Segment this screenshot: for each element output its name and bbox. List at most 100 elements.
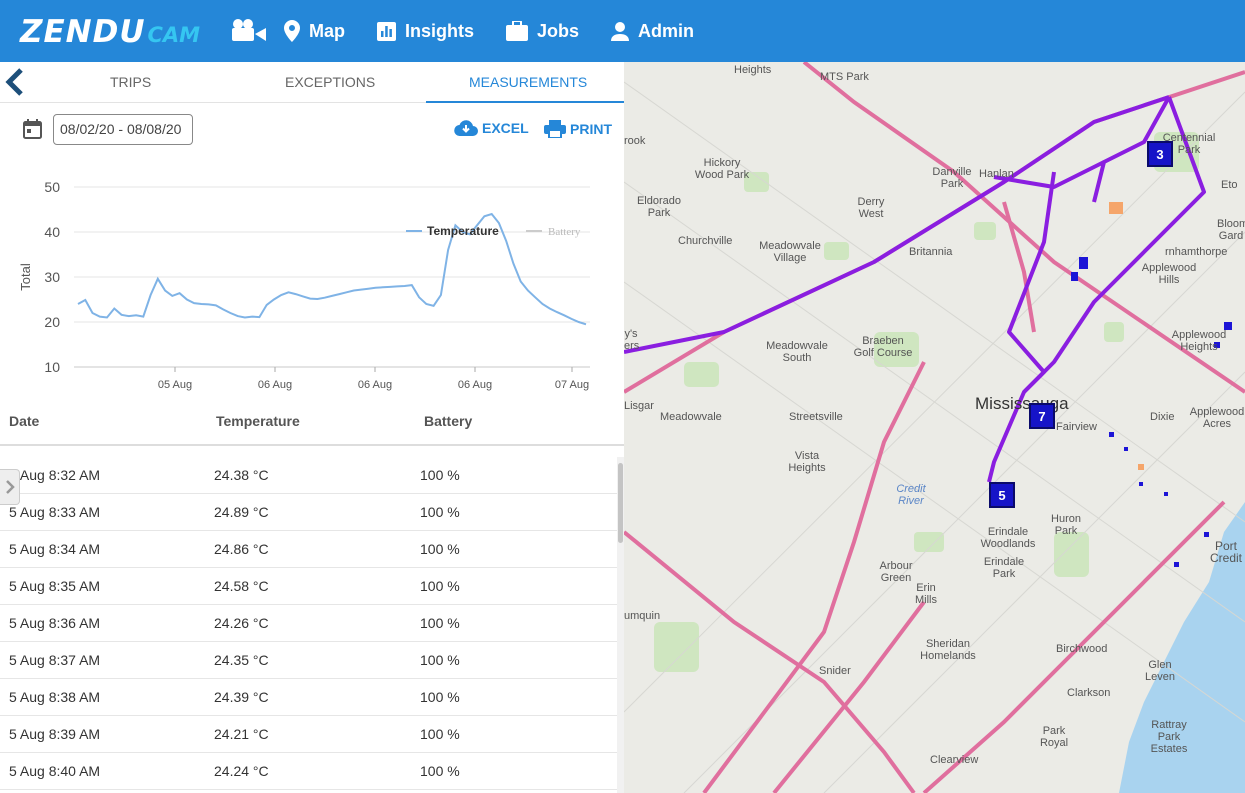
table-row[interactable]: 5 Aug 8:38 AM 24.39 °C 100 % <box>0 679 617 716</box>
map-label: Erin Mills <box>915 582 937 606</box>
map-marker[interactable]: 3 <box>1147 141 1173 167</box>
x-tick-label: 06 Aug <box>458 379 492 391</box>
map-label: Applewood Hills <box>1141 262 1197 286</box>
map-label: Rattray Park Estates <box>1150 719 1188 755</box>
nav-admin[interactable]: Admin <box>611 21 694 42</box>
table-row[interactable]: 5 Aug 8:34 AM 24.86 °C 100 % <box>0 531 617 568</box>
cell-battery: 100 % <box>420 541 460 557</box>
table-row[interactable]: 5 Aug 8:39 AM 24.21 °C 100 % <box>0 716 617 753</box>
x-tick-label: 06 Aug <box>358 379 392 391</box>
nav-map-label: Map <box>309 20 345 41</box>
map-label: Braeben Golf Course <box>853 335 913 359</box>
printer-icon <box>544 120 566 138</box>
col-header-date[interactable]: Date <box>9 413 40 429</box>
map-label: Meadowvale South <box>766 340 828 364</box>
map-label: Derry West <box>857 196 885 220</box>
tab-measurements[interactable]: MEASUREMENTS <box>469 74 588 90</box>
chevron-right-icon <box>5 480 15 494</box>
map-base-layer <box>624 62 1245 793</box>
map-label: Erindale Park <box>983 556 1025 580</box>
back-chevron-icon[interactable] <box>4 68 26 96</box>
map-label: rook <box>624 135 646 147</box>
map-label: Erindale Woodlands <box>980 526 1036 550</box>
cell-date: 5 Aug 8:32 AM <box>9 467 101 483</box>
cell-battery: 100 % <box>420 652 460 668</box>
cell-temperature: 24.89 °C <box>214 504 269 520</box>
measurements-toolbar: 08/02/20 - 08/08/20 EXCEL PRINT <box>0 114 624 146</box>
y-tick-label: 30 <box>44 269 60 285</box>
cell-battery: 100 % <box>420 467 460 483</box>
cell-date: 5 Aug 8:33 AM <box>9 504 101 520</box>
map-label: Port Credit <box>1209 539 1242 565</box>
map-label: Clarkson <box>1067 687 1111 699</box>
table-row[interactable]: 5 Aug 8:40 AM 24.24 °C 100 % <box>0 753 617 790</box>
nav-jobs-label: Jobs <box>537 20 580 41</box>
map-marker[interactable]: 5 <box>989 482 1015 508</box>
map-label: rnhamthorpe <box>1165 246 1228 258</box>
map-label: Danville Park <box>932 166 972 190</box>
active-tab-indicator <box>426 101 624 103</box>
map-view[interactable]: Heights MTS Park rook Hickory Wood Park … <box>624 62 1245 793</box>
map-pin-icon <box>284 20 300 42</box>
map-label: Clearview <box>930 754 979 766</box>
y-tick-label: 20 <box>44 314 60 330</box>
cell-temperature: 24.21 °C <box>214 726 269 742</box>
calendar-icon[interactable] <box>23 119 42 139</box>
nav-admin-label: Admin <box>638 20 695 41</box>
scroll-thumb[interactable] <box>618 463 623 543</box>
excel-export-button[interactable]: EXCEL <box>454 120 529 136</box>
table-row[interactable]: 5 Aug 8:33 AM 24.89 °C 100 % <box>0 494 617 531</box>
map-label: Glen Leven <box>1145 659 1175 683</box>
user-icon <box>611 21 630 41</box>
cell-temperature: 24.35 °C <box>214 652 269 668</box>
col-header-battery[interactable]: Battery <box>424 413 473 429</box>
map-label: Meadowvale <box>660 411 722 423</box>
nav-map[interactable]: Map <box>284 20 345 42</box>
table-row[interactable]: 5 Aug 8:36 AM 24.26 °C 100 % <box>0 605 617 642</box>
print-button[interactable]: PRINT <box>544 120 612 138</box>
date-range-input[interactable]: 08/02/20 - 08/08/20 <box>53 114 193 145</box>
cloud-download-icon <box>454 120 478 136</box>
tab-exceptions[interactable]: EXCEPTIONS <box>285 74 376 90</box>
cell-date: 5 Aug 8:39 AM <box>9 726 101 742</box>
measurements-panel: TRIPS EXCEPTIONS MEASUREMENTS 08/02/20 -… <box>0 62 624 793</box>
map-label: Snider <box>819 665 851 677</box>
temperature-series-line <box>77 212 587 326</box>
cell-temperature: 24.58 °C <box>214 578 269 594</box>
cell-battery: 100 % <box>420 615 460 631</box>
cell-date: 5 Aug 8:37 AM <box>9 652 101 668</box>
map-marker[interactable]: 7 <box>1029 403 1055 429</box>
zenducam-logo[interactable]: ZENDU CAM <box>20 14 266 50</box>
y-axis-label: Total <box>18 263 33 291</box>
cell-battery: 100 % <box>420 726 460 742</box>
x-tick-label: 05 Aug <box>158 379 192 391</box>
map-label: Sheridan Homelands <box>920 638 976 662</box>
logo-sub-text: CAM <box>147 23 201 47</box>
map-label: Eto <box>1221 179 1238 191</box>
table-row[interactable]: 5 Aug 8:37 AM 24.35 °C 100 % <box>0 642 617 679</box>
map-label: Applewood Heights <box>1171 329 1227 353</box>
y-tick-label: 40 <box>44 224 60 240</box>
map-label: Dixie <box>1150 411 1175 423</box>
table-row[interactable]: 5 Aug 8:32 AM 24.38 °C 100 % <box>0 457 617 494</box>
map-label: Britannia <box>909 246 953 258</box>
nav-jobs[interactable]: Jobs <box>506 21 579 42</box>
nav-insights[interactable]: Insights <box>377 21 474 42</box>
table-scrollbar[interactable] <box>617 457 624 793</box>
table-row[interactable]: 5 Aug 8:35 AM 24.58 °C 100 % <box>0 568 617 605</box>
map-label: Hanlan <box>979 168 1014 180</box>
cell-date: 5 Aug 8:38 AM <box>9 689 101 705</box>
map-label: Fairview <box>1056 421 1097 433</box>
cell-date: 5 Aug 8:40 AM <box>9 763 101 779</box>
map-label: Park Royal <box>1039 725 1069 749</box>
x-tick-label: 06 Aug <box>258 379 292 391</box>
cell-battery: 100 % <box>420 504 460 520</box>
collapse-panel-handle[interactable] <box>0 469 20 505</box>
map-label: Eldorado Park <box>636 195 682 219</box>
video-camera-icon <box>232 19 266 41</box>
tab-trips[interactable]: TRIPS <box>110 74 152 90</box>
table-header: Date Temperature Battery <box>0 408 624 446</box>
print-label: PRINT <box>570 121 612 137</box>
col-header-temperature[interactable]: Temperature <box>216 413 300 429</box>
map-label: Churchville <box>678 235 733 247</box>
